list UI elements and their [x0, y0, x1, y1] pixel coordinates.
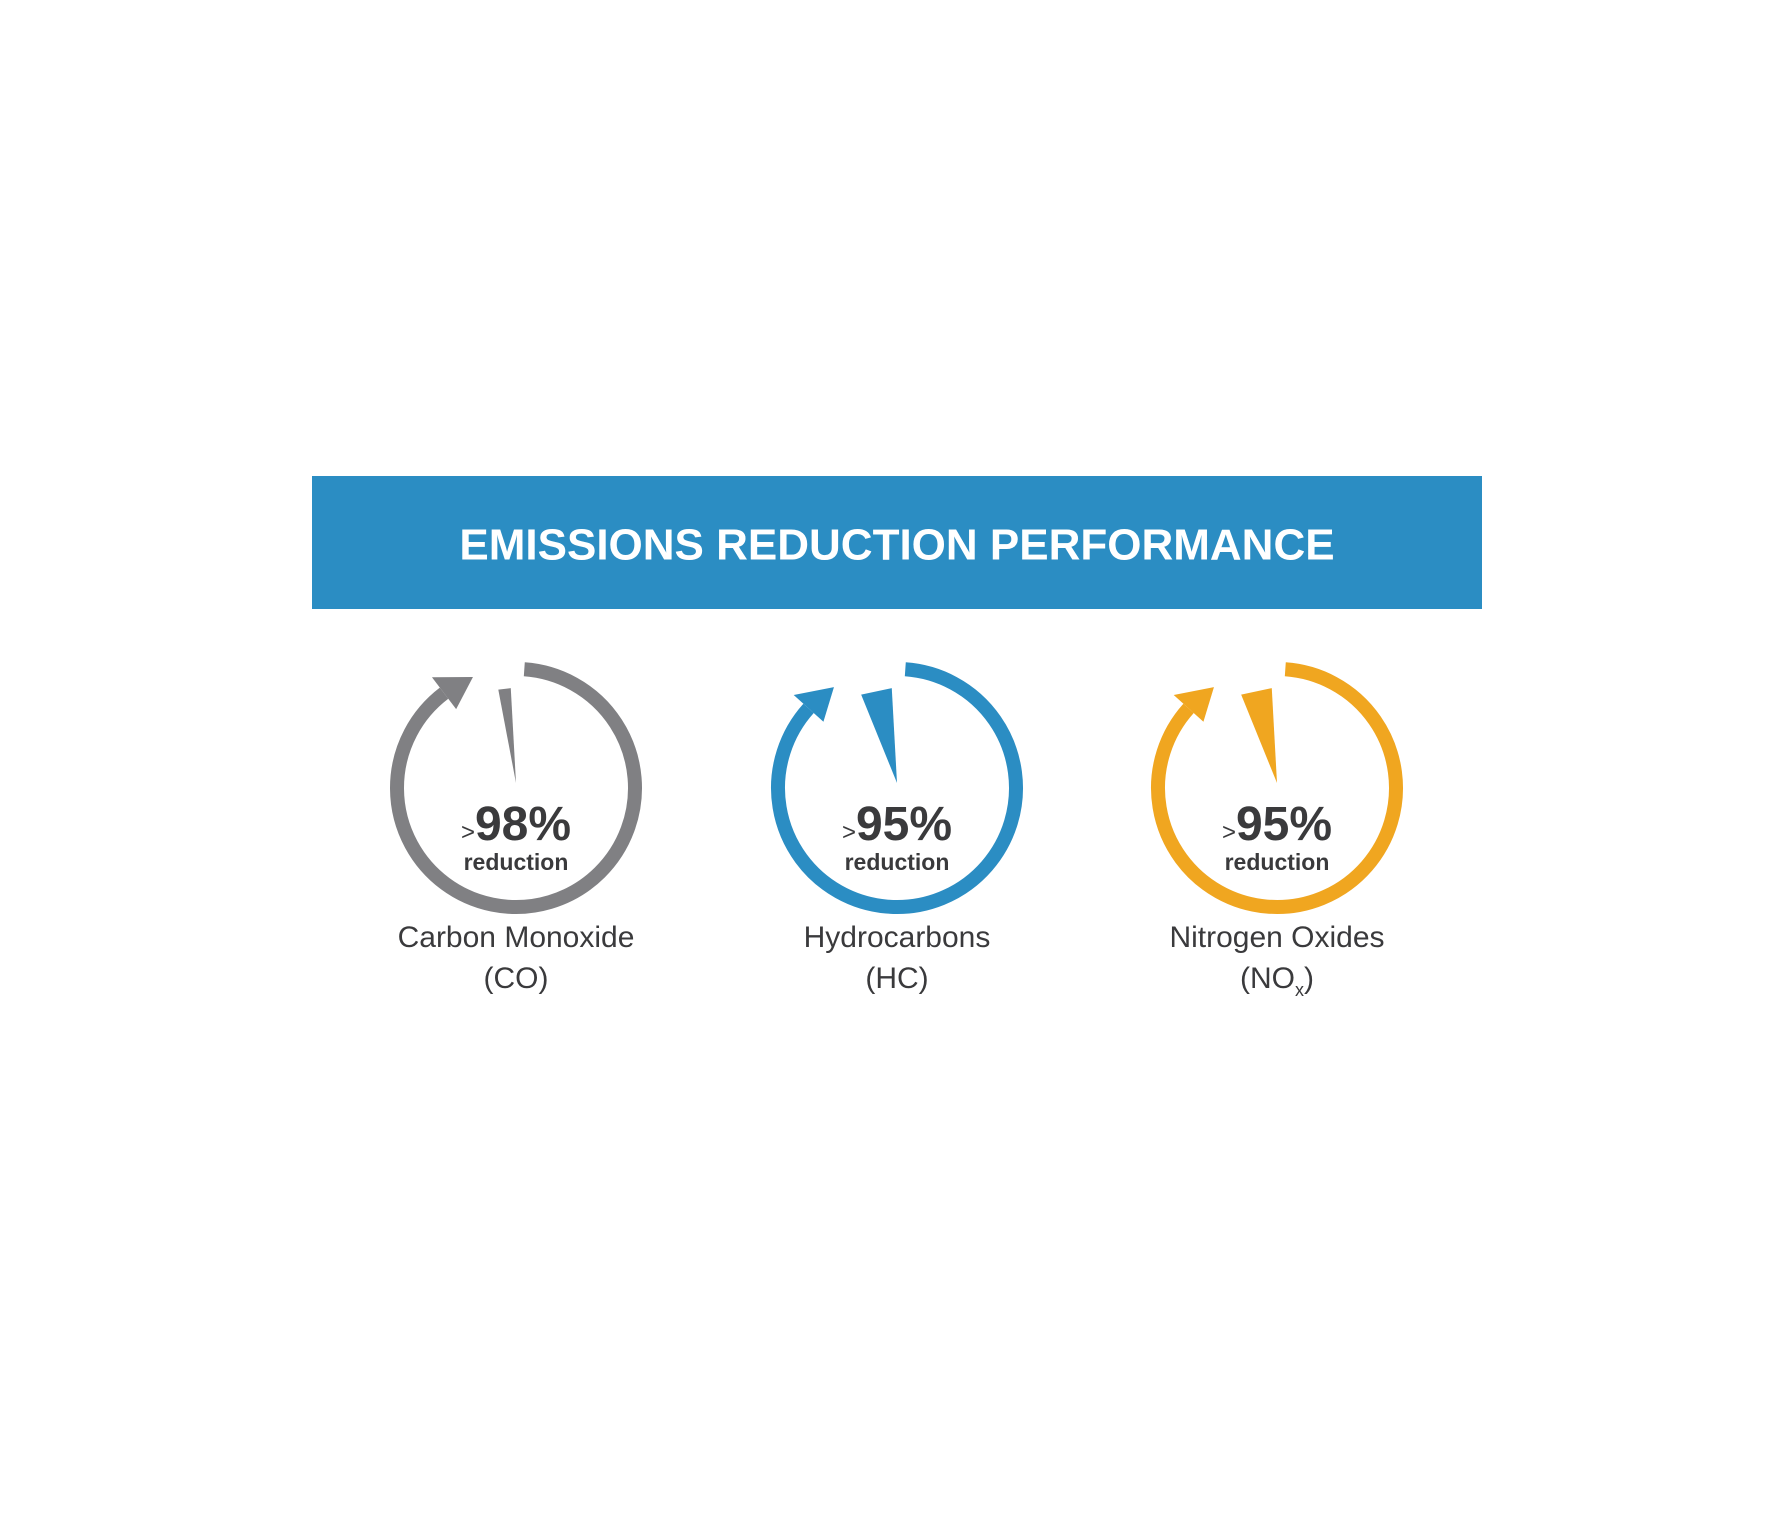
pollutant-name: Hydrocarbons [804, 921, 991, 954]
progress-arc [771, 662, 1023, 914]
pollutant-name: Nitrogen Oxides [1169, 921, 1384, 954]
progress-arc [390, 662, 642, 914]
value-prefix: > [461, 819, 475, 846]
formula: (CO) [484, 962, 549, 995]
value-caption: reduction [1225, 849, 1330, 875]
arrow-head [793, 687, 834, 722]
formula-subscript: x [1295, 980, 1304, 1000]
value-label: >95% [842, 798, 952, 851]
formula: (NO [1240, 962, 1295, 995]
value-label: >98% [461, 798, 571, 851]
value-number: 95% [856, 798, 952, 851]
arrow-head [431, 677, 473, 710]
value-prefix: > [1222, 819, 1236, 846]
progress-arc [1151, 662, 1403, 914]
value-caption: reduction [845, 849, 950, 875]
pollutant-name: Carbon Monoxide [398, 921, 635, 954]
arrow-head [1173, 687, 1214, 722]
title: EMISSIONS REDUCTION PERFORMANCE [459, 521, 1334, 570]
value-caption: reduction [464, 849, 569, 875]
value-number: 98% [475, 798, 571, 851]
pollutant-formula: (CO) [484, 962, 549, 995]
formula: (HC) [865, 962, 928, 995]
pollutant-formula: (NOx) [1240, 962, 1314, 1000]
remainder-wedge [498, 688, 516, 783]
remainder-wedge [1241, 688, 1277, 783]
formula-end: ) [1304, 962, 1314, 995]
value-number: 95% [1236, 798, 1332, 851]
pollutant-formula: (HC) [865, 962, 928, 995]
remainder-wedge [861, 688, 897, 783]
value-prefix: > [842, 819, 856, 846]
title-banner [312, 476, 1482, 609]
value-label: >95% [1222, 798, 1332, 851]
